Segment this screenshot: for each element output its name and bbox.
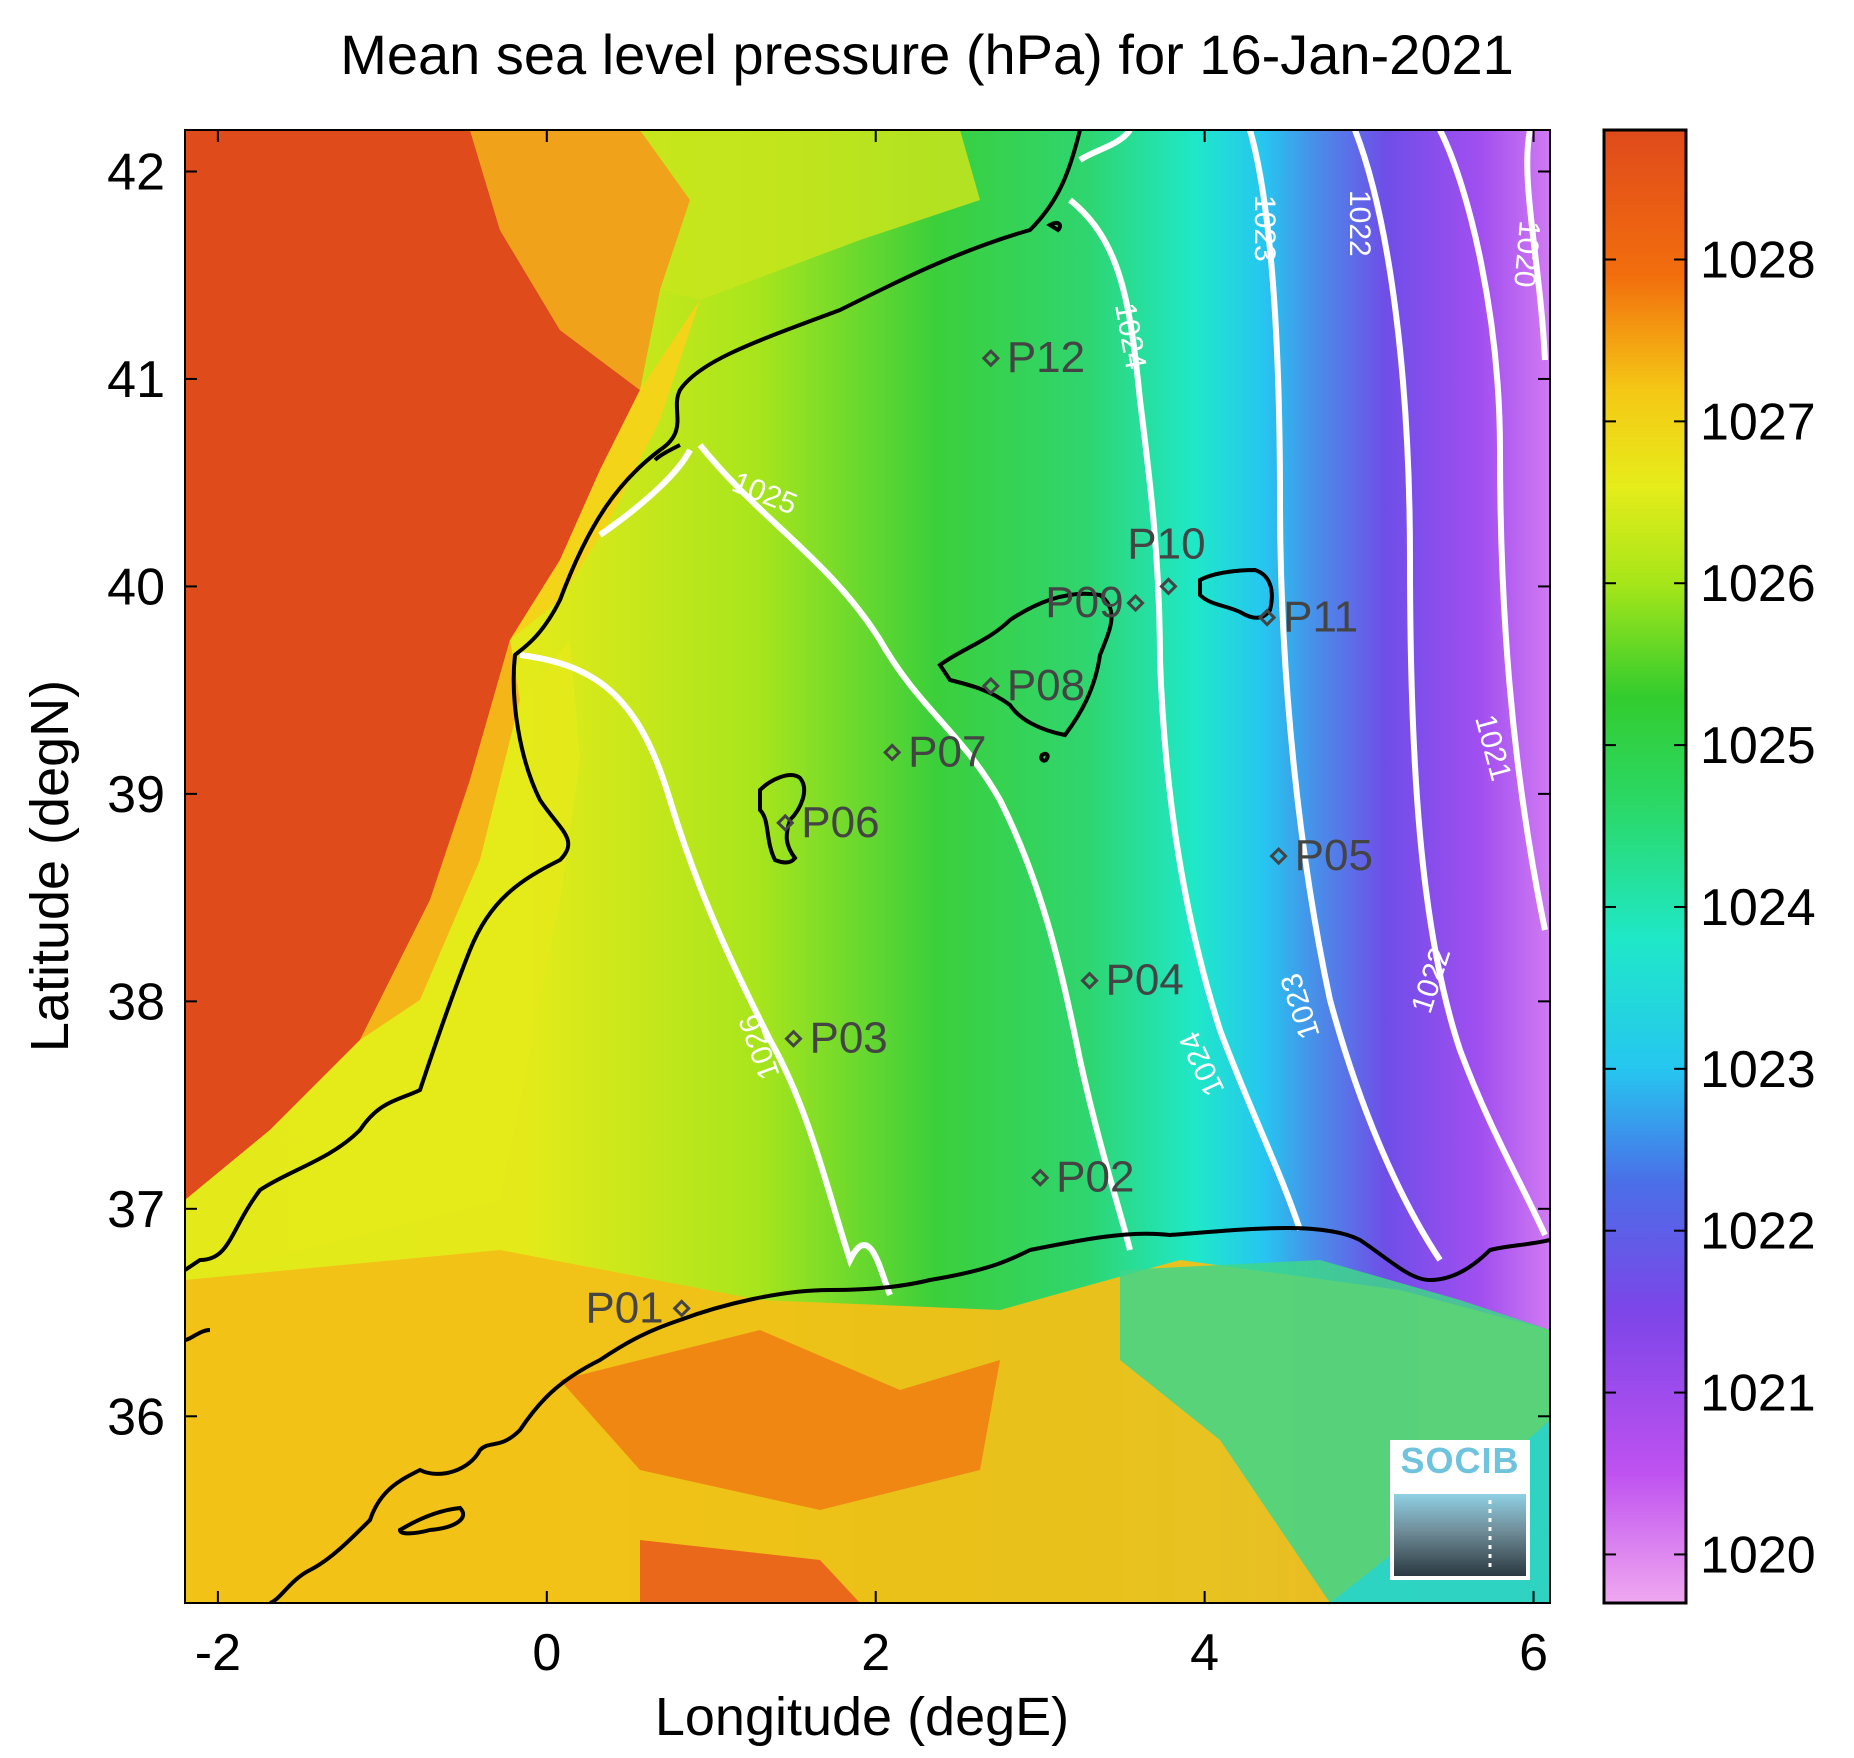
map-title: Mean sea level pressure (hPa) for 16-Jan… [340,23,1514,86]
menorca-island [1198,567,1274,620]
colorbar-tick-label: 1028 [1700,231,1816,289]
station-marker-p11 [1258,608,1277,627]
station-label-p02: P02 [1056,1153,1134,1202]
x-tick-label: 4 [1190,1624,1219,1682]
station-label-p01: P01 [585,1283,663,1332]
station-marker-p10 [1159,577,1178,596]
colorbar-tick-label: 1026 [1700,555,1816,613]
isobar-1026 [519,652,893,1297]
contour-label-1020: 1020 [1507,219,1546,288]
colorbar-tick-label: 1025 [1700,717,1816,775]
iberia-coastline [185,130,1082,1272]
station-label-p05: P05 [1295,831,1373,880]
station-marker-p02 [1031,1168,1050,1187]
mallorca-island [937,591,1114,738]
isobar-1022 [1352,130,1548,1237]
station-label-p03: P03 [809,1014,887,1063]
y-tick-label: 36 [107,1388,165,1446]
station-label-p08: P08 [1007,661,1085,710]
station-label-p07: P07 [908,727,986,776]
x-tick-label: 0 [532,1624,561,1682]
isobars [519,130,1548,1297]
y-axis-label: Latitude (degN) [20,680,80,1052]
y-tick-label: 37 [107,1181,165,1239]
station-marker-p07 [883,743,902,762]
y-tick-label: 40 [107,558,165,616]
station-label-p12: P12 [1007,333,1085,382]
contour-label-1022: 1022 [1343,190,1376,257]
x-tick-label: 2 [861,1624,890,1682]
pressure-field: 1020 1021 1022 1022 1023 1023 1024 1024 … [185,130,1550,1603]
contour-label-1023: 1023 [1248,195,1281,262]
coastlines [185,130,1550,1603]
isobar-1025 [697,443,1133,1251]
colorbar-tick-label: 1023 [1700,1041,1816,1099]
x-tick-label: -2 [195,1624,241,1682]
africa-coastline-east [679,1226,1550,1322]
plot-frame [184,129,1551,1604]
station-marker-p04 [1080,971,1099,990]
station-marker-p08 [981,676,1000,696]
colorbar-tick-label: 1021 [1700,1365,1816,1423]
colorbar-tick-label: 1020 [1700,1526,1816,1584]
socib-logo [1390,1440,1530,1580]
colorbar-tick-label: 1024 [1700,879,1816,937]
socib-logo-wave [1394,1494,1526,1576]
station-marker-p09 [1126,593,1145,613]
station-label-p10: P10 [1127,519,1205,568]
colorbar-ticks: 1020 1021 1022 1023 1024 1025 1026 1027 1028 [1604,231,1816,1584]
station-marker-p01 [672,1299,691,1318]
ibiza-island [758,773,807,865]
station-label-p04: P04 [1106,956,1184,1005]
y-tick-label: 39 [107,766,165,824]
colorbar-tick-label: 1022 [1700,1203,1816,1261]
colorbar [1604,130,1686,1603]
x-axis-label: Longitude (degE) [655,1687,1069,1747]
africa-coastline-west [185,1318,681,1603]
x-tick-label: 6 [1519,1624,1548,1682]
isobar-1024 [1068,197,1303,1231]
station-label-p06: P06 [801,798,879,847]
station-marker-p06 [776,813,795,833]
isobar-1021 [1437,130,1548,931]
station-label-p11: P11 [1283,593,1358,642]
station-label-p09: P09 [1045,578,1123,627]
station-marker-p05 [1269,847,1288,866]
colorbar-tick-label: 1027 [1700,393,1816,451]
y-tick-label: 42 [107,143,165,201]
y-tick-label: 41 [107,351,165,409]
station-marker-p12 [981,349,1000,368]
socib-logo-text: SOCIB [1400,1440,1520,1481]
isobar-1023 [1247,130,1443,1262]
iberia-high-pressure-area [185,130,640,1200]
isobar-1020 [1524,130,1548,361]
y-axis: 36 37 38 39 40 41 42 [107,143,1550,1446]
y-tick-label: 38 [107,973,165,1031]
station-marker-p03 [784,1029,803,1048]
x-axis: -2 0 2 4 6 [195,130,1548,1682]
